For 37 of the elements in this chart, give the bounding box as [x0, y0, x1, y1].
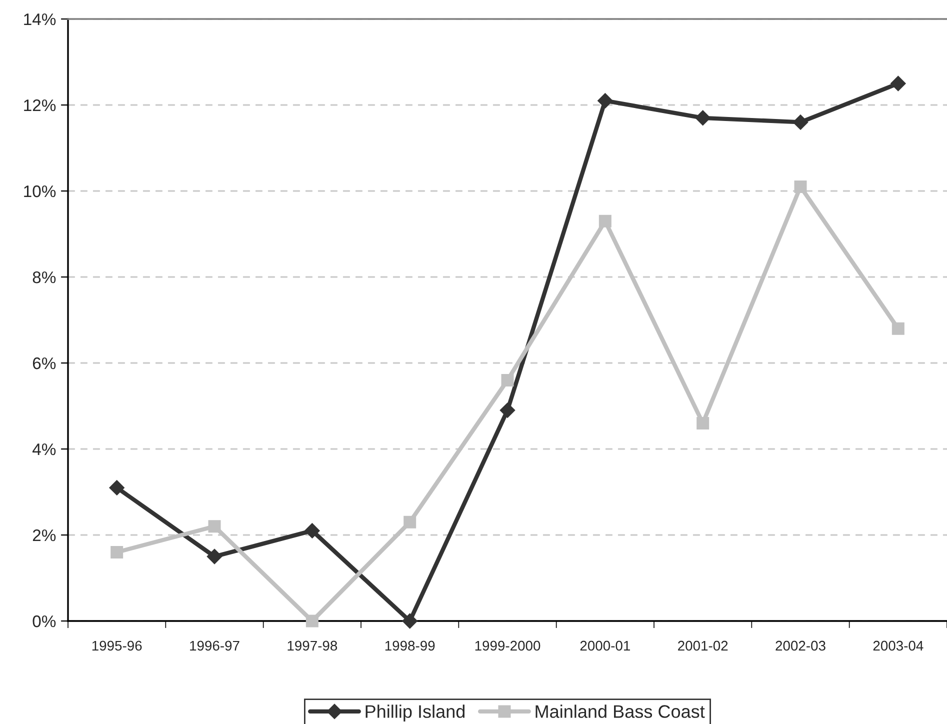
point: [890, 76, 906, 92]
point: [792, 114, 808, 130]
point: [206, 548, 222, 564]
point: [404, 516, 416, 528]
x-tick-label: 2003-04: [873, 640, 924, 651]
point: [501, 374, 514, 386]
y-tick-label: 14%: [24, 13, 56, 26]
point: [110, 546, 124, 558]
x-tick-label: 1998-99: [385, 640, 435, 651]
legend-label: Phillip Island: [366, 704, 464, 722]
point: [402, 613, 418, 629]
point: [892, 322, 904, 335]
point: [109, 480, 124, 496]
y-tick-label: 8%: [32, 271, 56, 284]
x-tick-label: 2000-01: [580, 640, 630, 651]
x-tick-label: 1996-97: [190, 640, 240, 651]
point: [696, 416, 710, 430]
legend-label: Mainland Bass Coast: [536, 704, 705, 718]
point: [500, 402, 516, 418]
point: [208, 520, 221, 533]
y-tick-label: 10%: [24, 185, 56, 198]
y-tick-label: 0%: [32, 615, 56, 628]
point: [794, 180, 807, 193]
x-tick-label: 2002-03: [776, 640, 826, 651]
x-tick-label: 1999-2000: [475, 640, 540, 651]
point: [598, 93, 613, 108]
y-tick-label: 12%: [24, 99, 56, 112]
point: [695, 110, 710, 126]
point: [304, 523, 320, 538]
point: [306, 614, 318, 628]
y-tick-label: 6%: [32, 357, 56, 370]
y-tick-label: 2%: [32, 529, 56, 542]
x-tick-label: 1995-96: [92, 640, 142, 651]
x-tick-label: 1997-98: [288, 640, 338, 651]
point: [598, 214, 612, 228]
y-tick-label: 4%: [32, 443, 56, 456]
x-tick-label: 2001-02: [678, 640, 728, 651]
